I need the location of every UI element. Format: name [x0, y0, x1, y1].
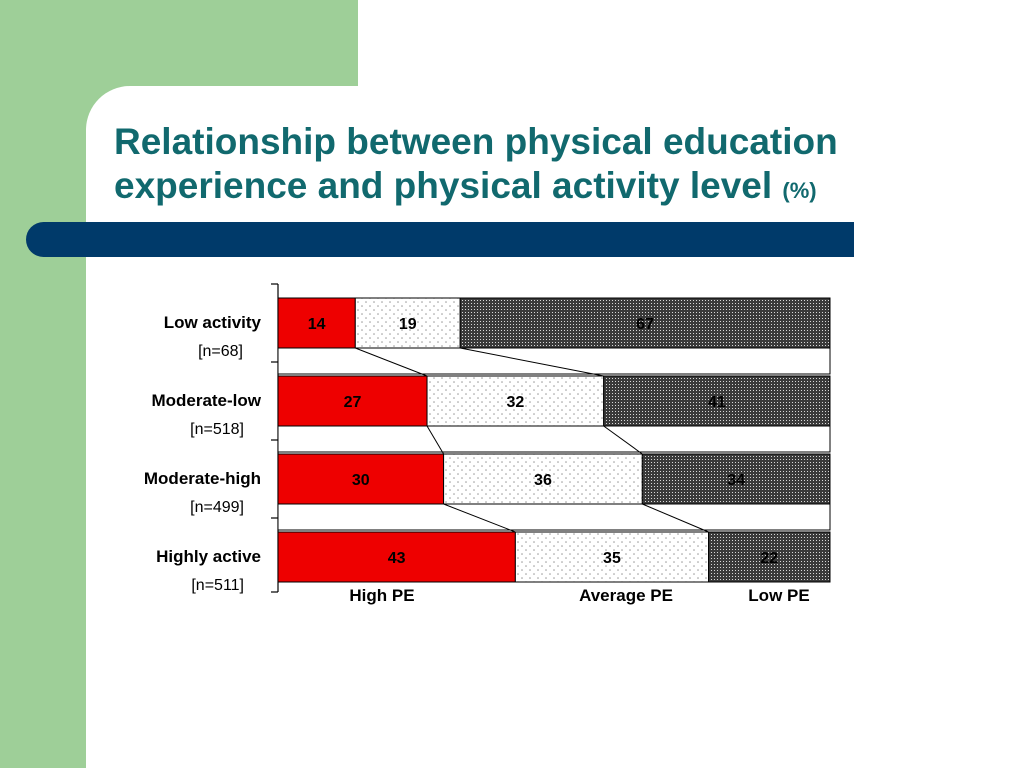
bar-segment — [277, 453, 445, 505]
bar-segment — [443, 453, 643, 505]
sample-size-label: [n=68] — [198, 343, 243, 360]
slide-title-unit: (%) — [782, 178, 817, 203]
segment-connector-line — [603, 425, 643, 455]
bar-segment — [426, 375, 605, 427]
segment-connector-line — [443, 503, 516, 533]
segment-connector-line — [642, 503, 709, 533]
data-label: 36 — [534, 472, 552, 489]
data-label: 43 — [388, 550, 406, 567]
segment-connector-line — [426, 425, 445, 455]
bar-segment — [641, 453, 831, 505]
slide-title: Relationship between physical education … — [114, 120, 974, 213]
title-underline-bar — [26, 222, 854, 257]
category-label: Low activity — [164, 313, 262, 332]
segment-connector-line — [355, 347, 428, 377]
bar-segment — [459, 297, 831, 349]
category-label: Moderate-low — [151, 391, 261, 410]
bar-segment — [277, 531, 516, 583]
bar-segment — [277, 375, 428, 427]
sample-size-label: [n=518] — [190, 421, 244, 438]
connector-band — [277, 503, 831, 531]
data-label: 19 — [399, 316, 417, 333]
segment-connector-line — [460, 347, 604, 377]
category-label: Moderate-high — [144, 469, 261, 488]
data-label: 41 — [708, 394, 726, 411]
data-label: 67 — [636, 316, 654, 333]
data-label: 14 — [308, 316, 326, 333]
data-label: 32 — [506, 394, 524, 411]
data-label: 30 — [352, 472, 370, 489]
sample-size-label: [n=511] — [191, 577, 244, 594]
content-panel-corner — [86, 86, 486, 226]
slide-title-main: Relationship between physical education … — [114, 121, 838, 206]
sample-size-label: [n=499] — [190, 499, 244, 516]
bar-segment — [603, 375, 831, 427]
connector-band — [277, 347, 831, 375]
data-label: 22 — [760, 550, 778, 567]
data-label: 34 — [727, 472, 745, 489]
legend-label: High PE — [349, 586, 414, 605]
legend-label: Average PE — [579, 586, 673, 605]
connector-band — [277, 425, 831, 453]
bar-segment — [514, 531, 710, 583]
category-label: Highly active — [156, 547, 261, 566]
data-label: 27 — [344, 394, 362, 411]
legend-label: Low PE — [748, 586, 809, 605]
bar-segment — [708, 531, 831, 583]
data-label: 35 — [603, 550, 621, 567]
